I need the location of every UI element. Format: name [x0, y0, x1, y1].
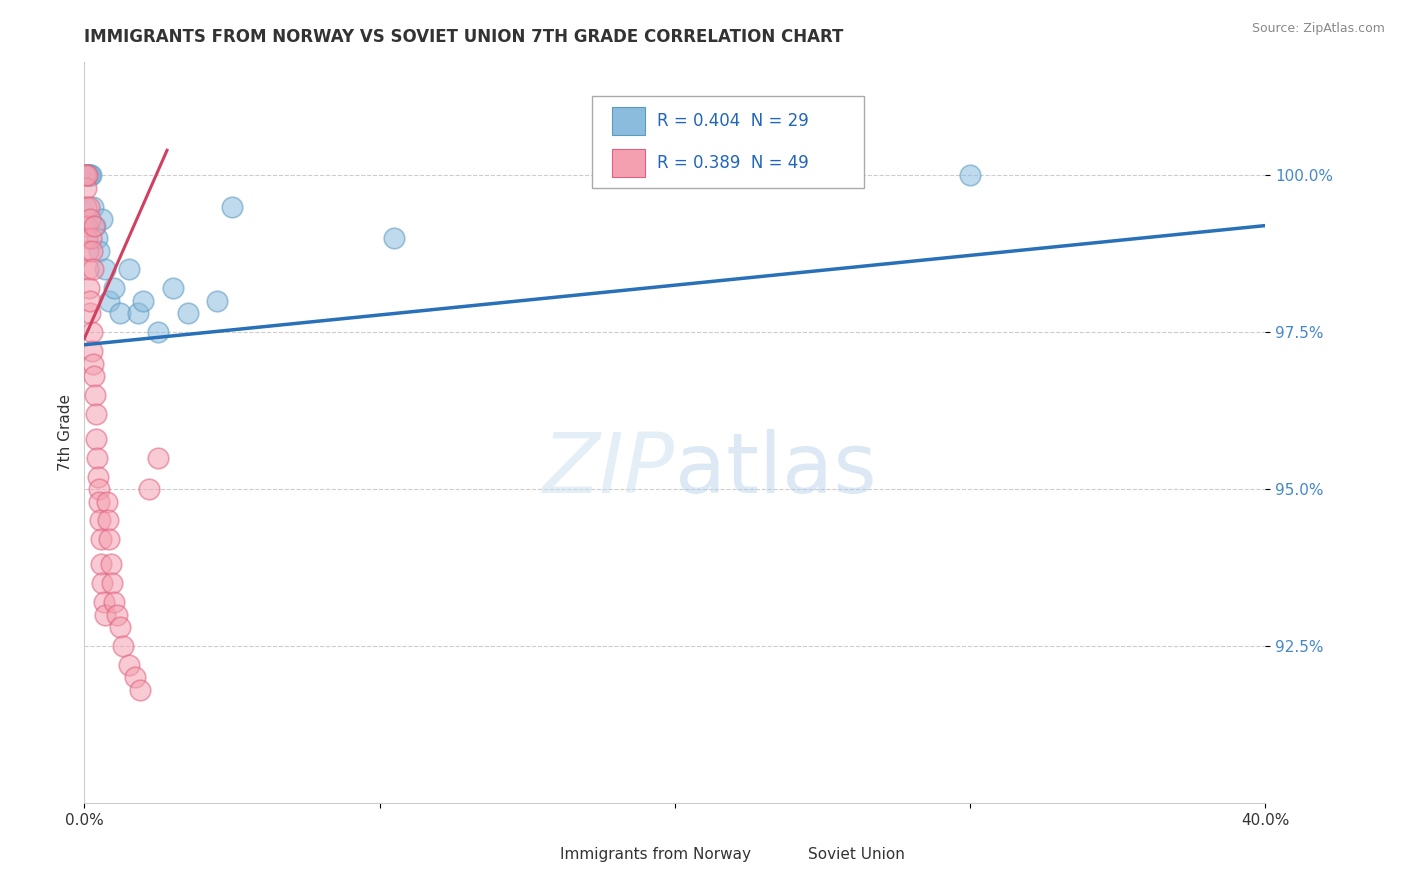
Point — [98, 533, 121, 547]
Point — [103, 281, 125, 295]
Point — [84, 432, 107, 446]
Bar — [612, 107, 645, 135]
Point — [108, 306, 131, 320]
Point — [80, 169, 103, 183]
Point — [91, 212, 114, 227]
Point — [132, 293, 155, 308]
Point — [80, 325, 103, 339]
Point — [89, 513, 111, 527]
Point — [83, 219, 105, 233]
Point — [77, 200, 100, 214]
Point — [148, 325, 170, 339]
Point — [118, 262, 141, 277]
Point — [207, 293, 229, 308]
Point — [90, 558, 112, 572]
Point — [82, 357, 104, 371]
Text: R = 0.389  N = 49: R = 0.389 N = 49 — [657, 154, 808, 172]
Point — [108, 620, 131, 634]
Point — [87, 482, 110, 496]
Point — [103, 595, 125, 609]
Point — [77, 262, 100, 277]
Text: IMMIGRANTS FROM NORWAY VS SOVIET UNION 7TH GRADE CORRELATION CHART: IMMIGRANTS FROM NORWAY VS SOVIET UNION 7… — [84, 28, 844, 45]
Point — [86, 469, 108, 483]
Point — [86, 450, 108, 465]
Text: Soviet Union: Soviet Union — [808, 847, 905, 863]
Point — [91, 576, 114, 591]
Point — [98, 293, 121, 308]
Point — [83, 369, 105, 384]
Text: R = 0.404  N = 29: R = 0.404 N = 29 — [657, 112, 808, 129]
Point — [75, 181, 97, 195]
Point — [111, 639, 134, 653]
Y-axis label: 7th Grade: 7th Grade — [58, 394, 73, 471]
Bar — [769, 846, 803, 863]
Point — [97, 513, 120, 527]
Point — [664, 169, 686, 183]
Point — [94, 607, 117, 622]
Point — [75, 200, 97, 214]
Point — [82, 200, 104, 214]
Point — [82, 262, 104, 277]
Point — [959, 169, 981, 183]
Text: ZIP: ZIP — [543, 429, 675, 510]
Point — [84, 407, 107, 421]
Point — [77, 169, 100, 183]
Point — [93, 595, 115, 609]
Point — [80, 231, 103, 245]
Point — [87, 244, 111, 258]
Point — [101, 576, 124, 591]
Point — [127, 306, 149, 320]
Point — [87, 494, 111, 508]
Point — [86, 231, 108, 245]
Text: Source: ZipAtlas.com: Source: ZipAtlas.com — [1251, 22, 1385, 36]
Point — [76, 169, 98, 183]
Point — [80, 244, 103, 258]
Point — [79, 293, 101, 308]
Point — [148, 450, 170, 465]
Point — [77, 169, 100, 183]
Point — [94, 262, 117, 277]
Point — [79, 306, 101, 320]
Point — [73, 169, 96, 183]
Point — [76, 219, 98, 233]
Point — [100, 558, 122, 572]
Point — [76, 169, 98, 183]
Point — [221, 200, 243, 214]
Point — [384, 231, 406, 245]
Text: Immigrants from Norway: Immigrants from Norway — [561, 847, 751, 863]
Point — [76, 231, 98, 245]
Point — [79, 169, 101, 183]
FancyBboxPatch shape — [592, 95, 863, 188]
Point — [90, 533, 112, 547]
Point — [129, 682, 152, 697]
Point — [75, 169, 97, 183]
Point — [83, 219, 105, 233]
Text: atlas: atlas — [675, 429, 876, 510]
Point — [177, 306, 200, 320]
Point — [83, 388, 105, 402]
Point — [105, 607, 128, 622]
Point — [138, 482, 160, 496]
Point — [75, 169, 97, 183]
Point — [77, 281, 100, 295]
Point — [79, 212, 101, 227]
Point — [82, 344, 104, 359]
Point — [77, 244, 100, 258]
Point — [96, 494, 118, 508]
Point — [118, 657, 141, 672]
Point — [162, 281, 184, 295]
Bar — [522, 846, 554, 863]
Point — [124, 670, 146, 684]
Bar — [612, 149, 645, 178]
